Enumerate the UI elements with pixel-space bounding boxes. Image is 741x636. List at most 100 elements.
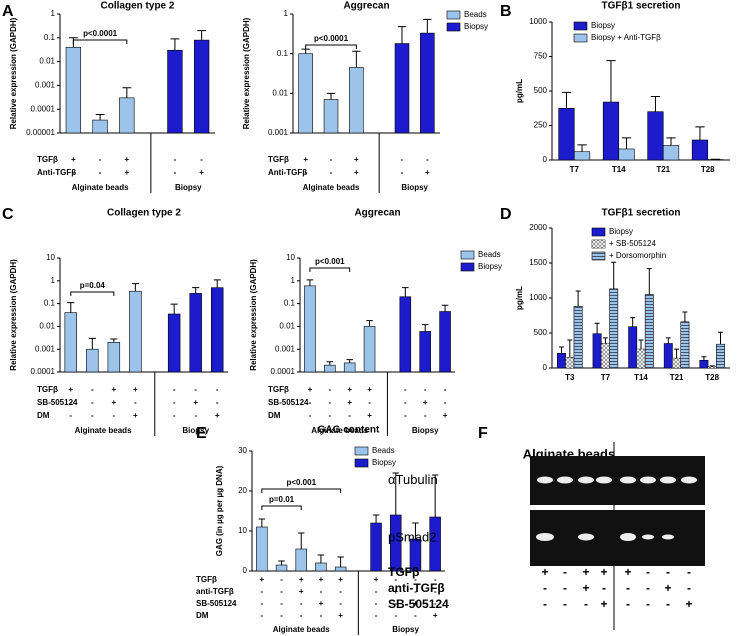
bar xyxy=(420,32,435,134)
condition-mark: - xyxy=(375,587,378,596)
error-bar xyxy=(372,514,380,523)
gel-condition-mark: - xyxy=(563,581,567,595)
bar xyxy=(167,313,181,373)
error-bar xyxy=(602,337,608,344)
gel-condition-label: anti-TGFβ xyxy=(388,581,445,595)
y-tick-label: 0.1 xyxy=(44,33,56,42)
group-label: Alginate beads xyxy=(311,426,368,435)
gel-row-label: pSmad2 xyxy=(388,529,436,544)
bar xyxy=(699,359,709,369)
gel-condition-mark: + xyxy=(600,597,607,611)
y-tick-label: 750 xyxy=(534,52,548,61)
y-tick-label: 0.01 xyxy=(272,88,288,97)
gel-condition-mark: - xyxy=(602,581,606,595)
group-label: Alginate beads xyxy=(273,625,330,634)
bar xyxy=(628,326,638,369)
error-bar xyxy=(674,348,680,359)
y-tick-label: 0.01 xyxy=(39,57,55,66)
bar xyxy=(65,46,82,134)
y-tick-label: 500 xyxy=(534,86,548,95)
y-axis-label: Relative expression (GAPDH) xyxy=(242,17,251,129)
condition-mark: - xyxy=(309,398,312,407)
y-tick-label: 0 xyxy=(543,363,548,372)
gel-condition-mark: - xyxy=(687,581,691,595)
condition-label: anti-TGFβ xyxy=(196,587,234,596)
condition-mark: - xyxy=(404,385,407,394)
error-bar xyxy=(559,346,564,354)
error-bar xyxy=(346,359,353,363)
panel-letter: D xyxy=(500,206,512,223)
gel-condition-mark: + xyxy=(541,565,548,579)
y-axis-label: Relative expression (GAPDH) xyxy=(9,259,18,371)
condition-mark: - xyxy=(300,599,303,608)
chart-title: GAG content xyxy=(318,425,380,436)
gel-condition-mark: - xyxy=(646,581,650,595)
condition-mark: + xyxy=(433,611,438,620)
y-axis-label: Relative expression (GAPDH) xyxy=(249,259,258,371)
bar xyxy=(394,43,410,134)
error-bar xyxy=(594,322,600,334)
gel-condition-mark: + xyxy=(624,565,631,579)
significance-label: p<0.001 xyxy=(286,478,316,487)
error-bar xyxy=(88,337,96,350)
bar xyxy=(129,290,142,373)
error-bar xyxy=(718,331,723,345)
panel-letter: C xyxy=(2,206,14,223)
condition-mark: + xyxy=(308,385,313,394)
y-tick-label: 10 xyxy=(238,526,247,535)
error-bar xyxy=(197,30,207,41)
y-axis-label: pg/mL xyxy=(515,79,524,103)
bar xyxy=(399,296,412,373)
significance-bracket xyxy=(261,505,302,510)
gel-condition-mark: - xyxy=(563,565,567,579)
gel-band xyxy=(620,476,636,484)
chart-title: TGFβ1 secretion xyxy=(602,1,681,12)
condition-label: TGFβ xyxy=(37,155,58,164)
bar xyxy=(304,285,316,373)
legend-label: Biopsy xyxy=(478,262,502,271)
y-tick-label: 0.01 xyxy=(279,322,295,331)
panel-letter: F xyxy=(478,425,488,442)
error-bar xyxy=(317,554,325,563)
condition-mark: + xyxy=(133,385,138,394)
condition-mark: - xyxy=(261,587,264,596)
error-bar xyxy=(170,38,180,51)
bar xyxy=(298,53,313,134)
condition-mark: - xyxy=(434,587,437,596)
bar-hatch xyxy=(708,366,717,368)
y-tick-label: 1500 xyxy=(529,258,547,267)
condition-mark: + xyxy=(299,587,304,596)
condition-mark: - xyxy=(280,611,283,620)
y-tick-label: 1000 xyxy=(529,17,547,26)
condition-mark: + xyxy=(71,155,76,164)
legend-swatch xyxy=(573,33,588,43)
significance-label: p=0.04 xyxy=(80,281,106,290)
condition-mark: + xyxy=(319,599,324,608)
bar xyxy=(439,311,451,373)
condition-mark: + xyxy=(367,385,372,394)
condition-mark: - xyxy=(434,575,437,584)
legend-swatch xyxy=(354,446,369,456)
group-label: Biopsy xyxy=(401,183,428,192)
condition-mark: - xyxy=(394,575,397,584)
condition-mark: - xyxy=(414,575,417,584)
condition-mark: - xyxy=(328,411,331,420)
condition-mark: - xyxy=(72,168,75,177)
condition-mark: - xyxy=(173,398,176,407)
condition-label: SB-505124 xyxy=(196,599,237,608)
gel-condition-mark: + xyxy=(582,565,589,579)
y-tick-label: 0.0001 xyxy=(271,367,296,376)
bar xyxy=(663,343,673,369)
condition-mark: + xyxy=(124,168,129,177)
condition-mark: - xyxy=(300,611,303,620)
error-bar xyxy=(561,91,572,109)
error-bar xyxy=(567,339,573,358)
condition-mark: - xyxy=(348,411,351,420)
bar xyxy=(558,107,575,161)
condition-mark: - xyxy=(200,155,203,164)
condition-mark: + xyxy=(354,168,359,177)
error-bar xyxy=(402,287,409,297)
condition-mark: - xyxy=(414,587,417,596)
bar-hatch xyxy=(716,344,725,368)
y-tick-label: 0 xyxy=(543,155,548,164)
